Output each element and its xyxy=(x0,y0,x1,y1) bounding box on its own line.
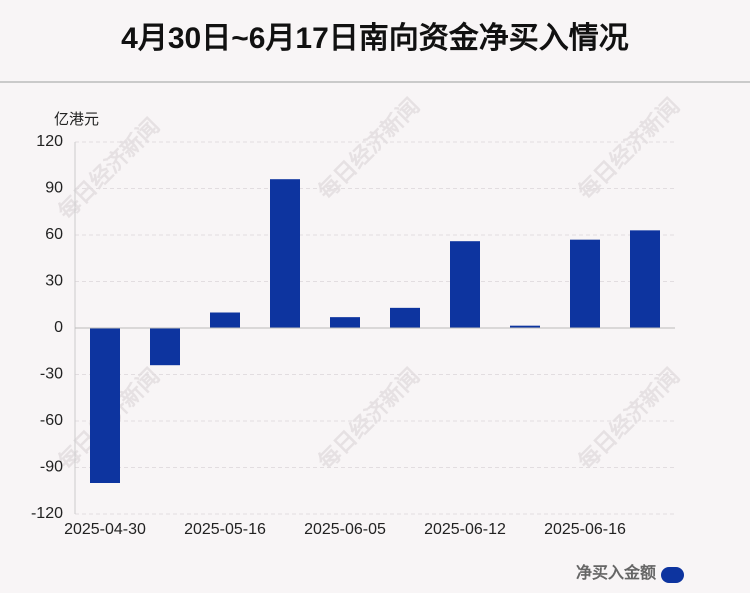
x-tick-label: 2025-06-16 xyxy=(544,521,626,538)
y-tick-label: 90 xyxy=(45,180,63,197)
legend-label: 净买入金额 xyxy=(576,563,656,582)
bar xyxy=(630,230,660,328)
y-tick-label: -30 xyxy=(40,366,63,383)
x-tick-label: 2025-06-05 xyxy=(304,521,386,538)
bar xyxy=(90,328,120,483)
bar xyxy=(510,325,540,328)
x-tick-label: 2025-04-30 xyxy=(64,521,146,538)
y-axis-label: 亿港元 xyxy=(54,111,99,128)
legend-swatch xyxy=(661,567,684,583)
x-tick-label: 2025-05-16 xyxy=(184,521,266,538)
bar xyxy=(450,241,480,328)
y-tick-label: 120 xyxy=(36,133,63,150)
y-tick-label: -90 xyxy=(40,459,63,476)
bar xyxy=(390,307,420,328)
chart-title: 4月30日~6月17日南向资金净买入情况 xyxy=(121,21,629,55)
x-tick-label: 2025-06-12 xyxy=(424,521,506,538)
bar xyxy=(330,317,360,328)
bar xyxy=(570,239,600,328)
y-tick-label: -120 xyxy=(31,505,63,522)
bar xyxy=(210,312,240,328)
y-tick-label: 60 xyxy=(45,226,63,243)
bar xyxy=(270,179,300,328)
y-tick-label: -60 xyxy=(40,412,63,429)
y-tick-label: 0 xyxy=(54,319,63,336)
y-tick-label: 30 xyxy=(45,273,63,290)
bar xyxy=(150,328,180,366)
